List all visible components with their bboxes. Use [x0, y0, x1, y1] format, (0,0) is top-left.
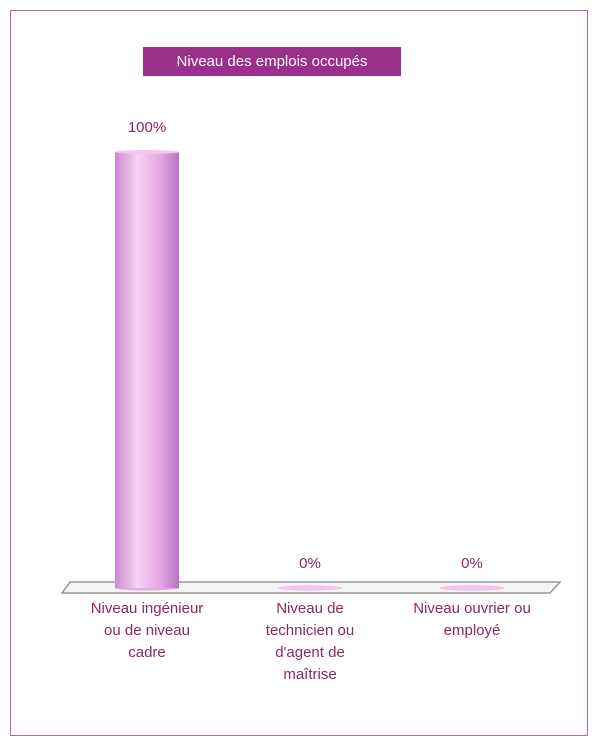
value-label: 100%: [128, 119, 166, 136]
frame: [10, 10, 588, 736]
bar-cap: [440, 586, 504, 590]
x-tick-label: Niveau ingénieur ou de niveau cadre: [90, 600, 204, 661]
bar-cap: [278, 586, 342, 590]
title-box: [143, 47, 401, 76]
bar-cap: [115, 150, 179, 154]
value-label: 0%: [461, 555, 483, 572]
value-label: 0%: [299, 555, 321, 572]
x-tick-label: Niveau de technicien ou d'agent de maîtr…: [265, 600, 355, 683]
bar: [115, 152, 179, 588]
x-tick-label: Niveau ouvrier ou employé: [413, 600, 531, 639]
chart-title: Niveau des emplois occupés: [177, 53, 368, 70]
